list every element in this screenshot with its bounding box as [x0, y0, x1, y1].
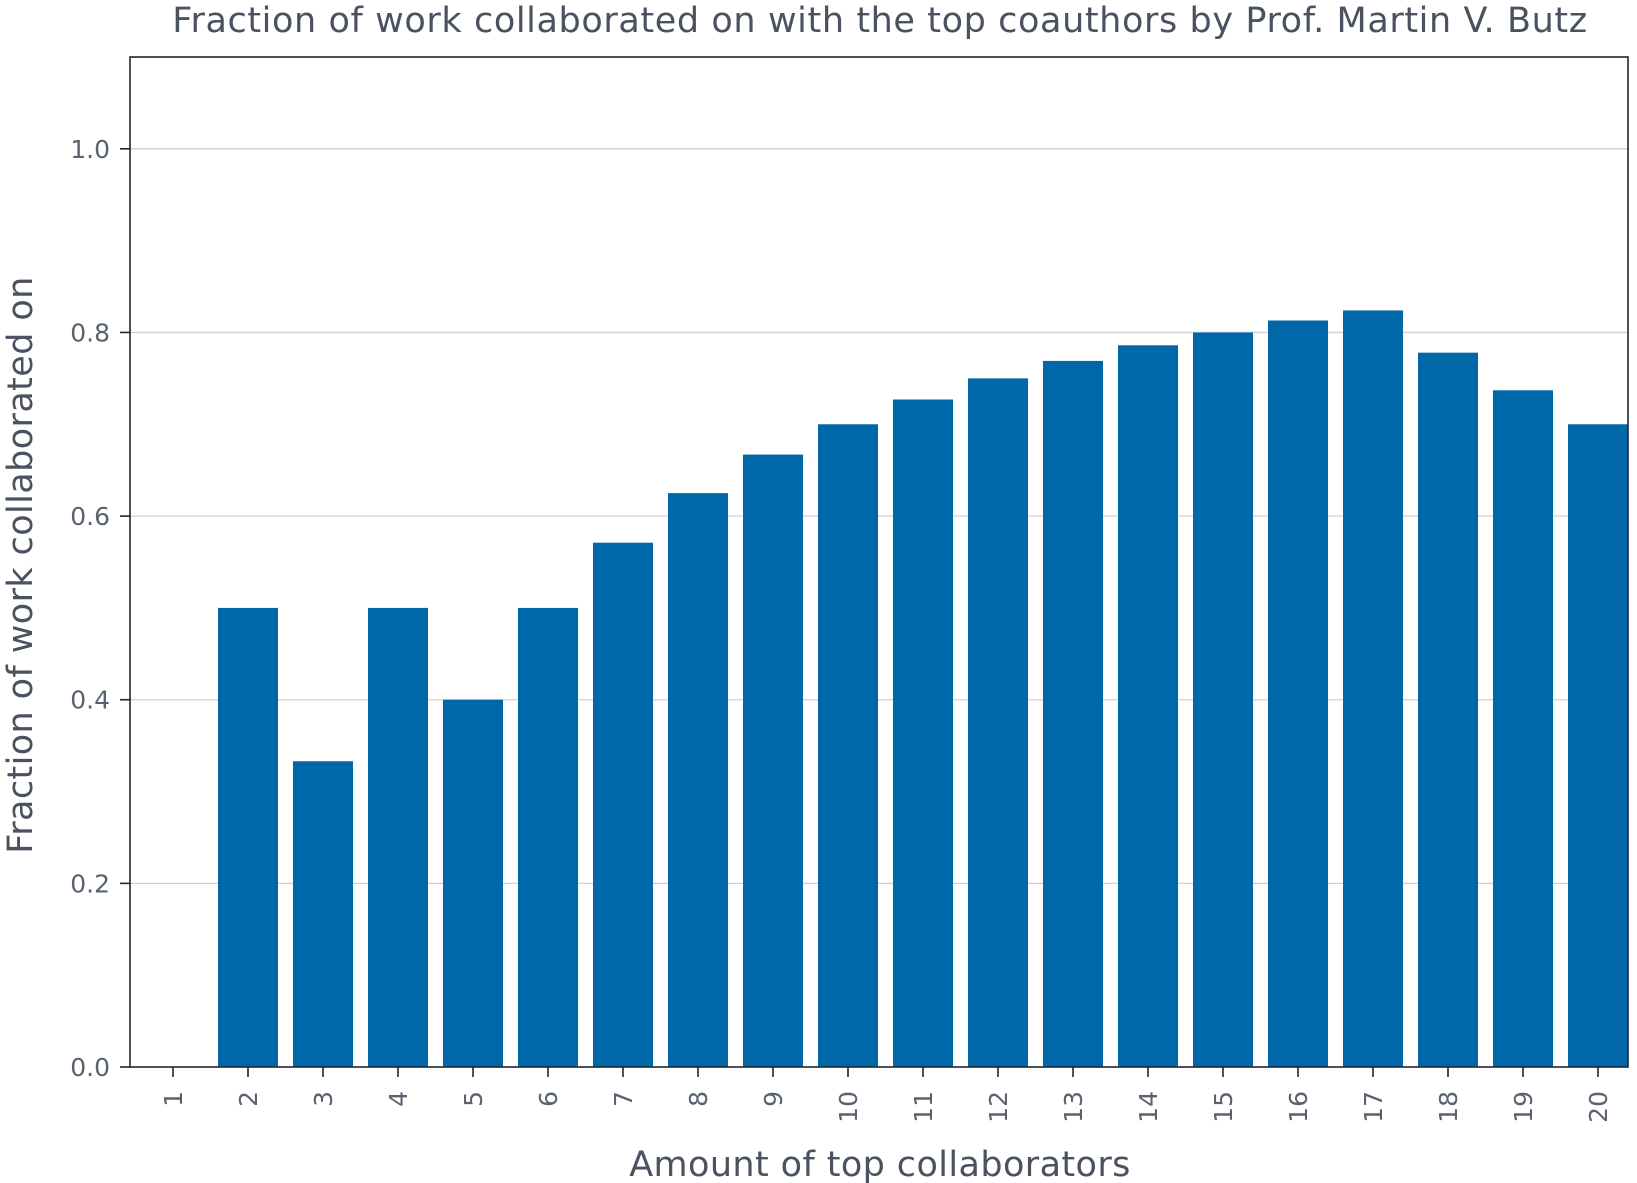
x-tick-label-17: 17	[1359, 1091, 1388, 1123]
bar-2	[218, 607, 278, 1067]
bar-15	[1193, 332, 1253, 1067]
bar-12	[968, 378, 1028, 1067]
bar-5	[443, 699, 503, 1067]
bar-9	[743, 454, 803, 1067]
x-tick-label-16: 16	[1284, 1091, 1313, 1123]
plot-frame	[129, 56, 1629, 1068]
y-tick-label-5: 1.0	[70, 135, 110, 164]
x-tick-label-1: 1	[159, 1091, 188, 1107]
bar-18	[1418, 352, 1478, 1067]
bar-17	[1343, 310, 1403, 1067]
x-tick-label-6: 6	[534, 1091, 563, 1107]
bar-11	[893, 399, 953, 1067]
bar-8	[668, 493, 728, 1067]
bar-19	[1493, 390, 1553, 1067]
x-axis-label: Amount of top collaborators	[629, 1145, 1131, 1183]
gridlines	[130, 148, 1628, 885]
bar-10	[818, 424, 878, 1068]
bar-13	[1043, 360, 1103, 1067]
x-tick-label-12: 12	[984, 1091, 1013, 1123]
x-tick-label-20: 20	[1584, 1091, 1613, 1123]
x-tick-label-10: 10	[834, 1091, 863, 1123]
x-tick-label-2: 2	[234, 1091, 263, 1107]
bars	[218, 310, 1628, 1068]
x-tick-label-8: 8	[684, 1091, 713, 1107]
bar-3	[293, 761, 353, 1067]
y-tick-label-1: 0.2	[70, 869, 110, 898]
bar-20	[1568, 424, 1628, 1068]
y-tick-label-3: 0.6	[70, 502, 110, 531]
y-axis-ticks: 0.0 0.2 0.4 0.6 0.8 1.0	[70, 135, 130, 1082]
y-axis-label: Fraction of work collaborated on	[1, 276, 41, 854]
y-tick-label-0: 0.0	[70, 1053, 110, 1082]
x-tick-label-5: 5	[459, 1091, 488, 1107]
x-axis-ticks: 1 2 3 4 5 6 7 8 9 10 11 12 13 14 15 16 17 18 19 20	[159, 1067, 1613, 1123]
x-tick-label-11: 11	[909, 1091, 938, 1123]
x-tick-label-3: 3	[309, 1091, 338, 1107]
x-tick-label-18: 18	[1434, 1091, 1463, 1123]
y-tick-label-4: 0.8	[70, 318, 110, 347]
x-tick-label-13: 13	[1059, 1091, 1088, 1123]
bar-14	[1118, 345, 1178, 1067]
bar-16	[1268, 320, 1328, 1067]
x-tick-label-7: 7	[609, 1091, 638, 1107]
chart-title: Fraction of work collaborated on with th…	[172, 1, 1587, 41]
x-tick-label-4: 4	[384, 1091, 413, 1107]
bar-4	[368, 607, 428, 1067]
bar-7	[593, 542, 653, 1067]
y-tick-label-2: 0.4	[70, 686, 110, 715]
x-tick-label-15: 15	[1209, 1091, 1238, 1123]
bar-6	[518, 607, 578, 1067]
x-tick-label-9: 9	[759, 1091, 788, 1107]
x-tick-label-19: 19	[1509, 1091, 1538, 1123]
x-tick-label-14: 14	[1134, 1091, 1163, 1123]
